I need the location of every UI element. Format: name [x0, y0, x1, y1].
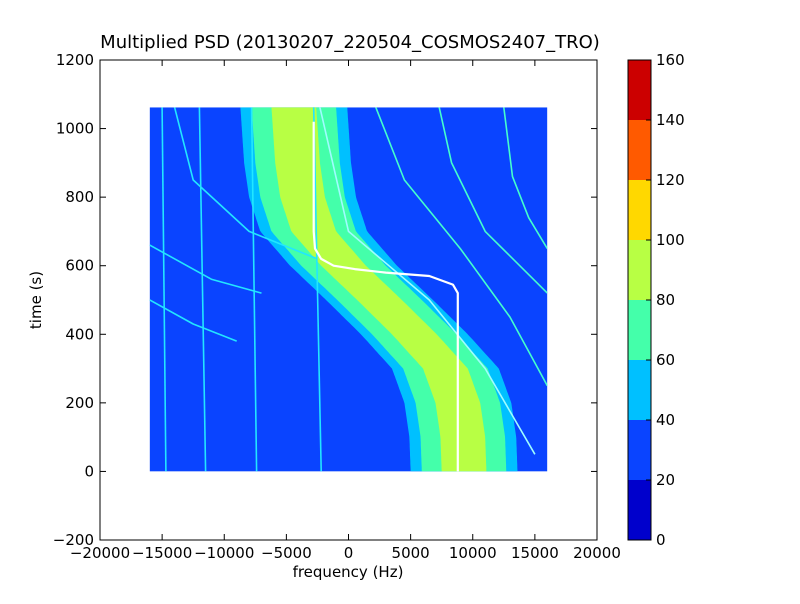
y-tick-label: −200 [53, 531, 94, 549]
thin-signal-line [503, 107, 548, 250]
colorbar-level [628, 420, 651, 480]
x-tick-label: −5000 [261, 544, 312, 562]
y-tick-label: 0 [84, 462, 94, 480]
colorbar-tick-label: 60 [656, 351, 675, 369]
colorbar-tick-label: 160 [656, 51, 685, 69]
colorbar-level [628, 240, 651, 300]
white-frequency-track [312, 121, 459, 472]
colorbar-tick-label: 140 [656, 111, 685, 129]
y-tick-label: 1200 [56, 51, 94, 69]
signal-band-inner [271, 107, 487, 472]
x-tick-label: −15000 [132, 544, 192, 562]
y-tick-label: 200 [65, 394, 94, 412]
thin-signal-line [198, 107, 207, 472]
heatmap-content [149, 107, 548, 472]
colorbar-tick-label: 0 [656, 531, 666, 549]
colorbar-level [628, 180, 651, 240]
x-tick-label: 20000 [573, 544, 621, 562]
y-tick-label: 400 [65, 325, 94, 343]
colorbar-tick-label: 20 [656, 471, 675, 489]
y-tick-label: 1000 [56, 120, 94, 138]
x-tick-label: 0 [344, 544, 354, 562]
colorbar-tick-label: 120 [656, 171, 685, 189]
colorbar-tick-label: 40 [656, 411, 675, 429]
colorbar-tick-label: 80 [656, 291, 675, 309]
colorbar-level [628, 60, 651, 120]
y-tick-label: 600 [65, 257, 94, 275]
x-tick-label: 15000 [511, 544, 559, 562]
colorbar-tick-label: 100 [656, 231, 685, 249]
x-tick-label: 10000 [449, 544, 497, 562]
thin-signal-line [161, 107, 167, 472]
colorbar-level [628, 300, 651, 360]
x-tick-label: −10000 [194, 544, 254, 562]
colorbar: 0 20 40 60 80 100 120 140 160 [627, 51, 685, 549]
thin-signal-line [250, 107, 258, 472]
y-tick-label: 800 [65, 188, 94, 206]
colorbar-level [628, 120, 651, 180]
heatmap-layer [149, 107, 548, 472]
colorbar-level [628, 480, 651, 540]
thin-signal-line [149, 244, 262, 294]
thin-signal-line [375, 107, 548, 387]
x-axis-label: frequency (Hz) [293, 563, 404, 581]
x-tick-label: −20000 [70, 544, 130, 562]
axes: −20000 −15000 −10000 −5000 0 5000 10000 15000 20… [53, 51, 621, 562]
x-tick-label: 5000 [392, 544, 430, 562]
thin-signal-line [173, 107, 318, 260]
colorbar-level [628, 360, 651, 420]
thin-signal-line [319, 107, 536, 455]
chart-title: Multiplied PSD (20130207_220504_COSMOS24… [100, 32, 600, 53]
y-axis-label: time (s) [27, 271, 45, 329]
thin-signal-line [438, 107, 548, 294]
thin-signal-line [312, 107, 322, 472]
